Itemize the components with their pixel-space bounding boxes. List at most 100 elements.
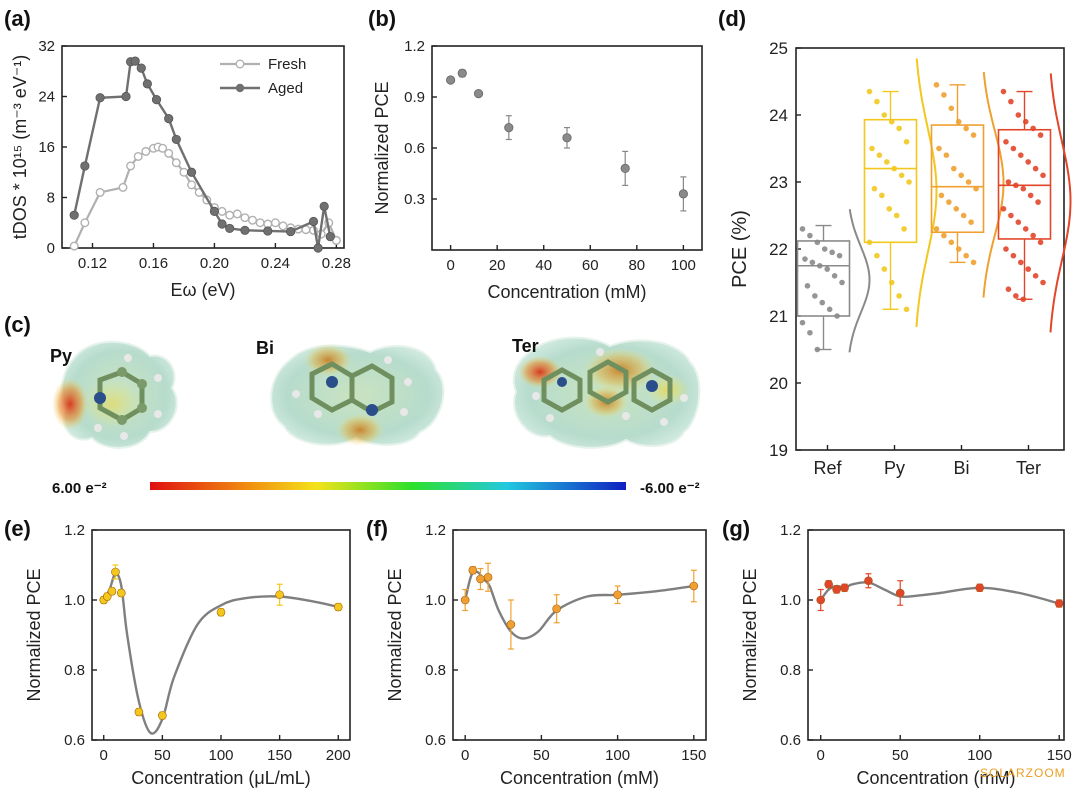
chart-f-normalized-pce: 0 50 100 150 0.6 0.8 1.0 1.2 Concentration (mM) N…	[385, 522, 707, 788]
data-point-py	[891, 165, 898, 172]
data-point-aged	[171, 134, 181, 145]
data-point	[457, 68, 467, 78]
data-point-fresh	[80, 218, 90, 228]
density-curve-py	[915, 58, 938, 327]
data-point	[446, 75, 456, 85]
x-tick-label: 0	[461, 747, 469, 764]
data-point-aged	[95, 93, 105, 103]
density-curve-ref	[848, 209, 871, 353]
data-point-py	[896, 293, 902, 299]
y-tick-label: 16	[38, 139, 55, 156]
x-tick-label: 100	[605, 747, 630, 764]
data-point	[506, 620, 516, 629]
data-point-fresh	[217, 206, 227, 216]
data-point	[824, 579, 833, 589]
data-point-bi	[948, 105, 955, 112]
box-bi	[930, 124, 985, 234]
data-point-ref	[807, 232, 813, 239]
data-point	[816, 595, 826, 605]
data-point-aged	[209, 206, 220, 216]
data-point-py	[879, 192, 885, 199]
data-point-bi	[960, 212, 967, 219]
molecule-label-bi: Bi	[256, 338, 274, 358]
data-point-py	[903, 139, 910, 145]
y-axis-title: Normalized PCE	[24, 568, 44, 701]
y-axis-title: tDOS * 10¹⁵ (m⁻³ eV⁻¹)	[10, 55, 30, 239]
molecule-label-ter: Ter	[512, 336, 539, 356]
data-point-py	[893, 212, 900, 219]
data-point-ter	[1005, 286, 1012, 293]
y-tick-label: 0.8	[64, 662, 85, 679]
x-tick-label: 150	[681, 747, 706, 764]
y-tick-label: 1.0	[64, 592, 85, 609]
data-point-fresh	[232, 209, 242, 219]
x-tick-label: 150	[267, 747, 292, 764]
x-tick-label: 60	[582, 257, 599, 274]
data-point-bi	[970, 132, 977, 138]
legend-label-aged: Aged	[268, 80, 303, 97]
data-point-ter	[1015, 112, 1022, 118]
y-tick-label: 0.8	[780, 662, 801, 679]
legend-marker-aged	[235, 83, 245, 93]
x-tick-label: 40	[535, 257, 552, 274]
esp-map-py	[52, 340, 178, 449]
y-axis-title: Normalized PCE	[372, 81, 392, 214]
esp-colorbar	[150, 482, 626, 490]
data-point	[689, 581, 699, 591]
data-point-ter	[1008, 212, 1014, 219]
data-point-aged	[308, 216, 319, 227]
data-point-py	[896, 125, 902, 132]
y-tick-label: 24	[769, 106, 788, 125]
chart-e-normalized-pce: 0 50 100 150 200 0.6 0.8 1.0 1.2 Concentration (μ…	[24, 522, 351, 788]
plot-frame	[91, 529, 351, 741]
data-point-ref	[839, 279, 845, 286]
data-point-aged	[164, 113, 174, 124]
data-point-py	[906, 179, 912, 185]
data-point-py	[874, 252, 880, 259]
x-tick-label: Bi	[953, 458, 969, 478]
data-point-py	[901, 226, 907, 232]
y-tick-label: 23	[769, 173, 788, 192]
plot-frame	[452, 529, 707, 741]
data-point-aged	[263, 226, 273, 236]
data-point	[864, 576, 873, 586]
data-point-ter	[1008, 98, 1014, 105]
panel-label-f: (f)	[366, 516, 388, 541]
data-point-aged	[80, 161, 90, 171]
data-point	[678, 189, 688, 199]
data-point	[275, 590, 284, 600]
data-point	[620, 163, 630, 173]
data-point-ter	[1010, 252, 1017, 259]
data-point-ter	[1003, 139, 1009, 145]
data-point-ter	[1017, 259, 1024, 266]
data-point-ref	[814, 346, 821, 353]
plot-frame	[61, 45, 345, 249]
x-tick-label: 0	[100, 747, 108, 764]
data-point-fresh	[171, 158, 181, 168]
data-point	[832, 585, 841, 594]
x-tick-label: 150	[1047, 747, 1072, 764]
data-point-ref	[831, 273, 838, 279]
panel-label-b: (b)	[368, 6, 396, 31]
data-point-ter	[1030, 232, 1036, 239]
data-point-bi	[953, 206, 960, 212]
data-point-bi	[963, 252, 969, 259]
data-point	[111, 567, 120, 577]
data-point-fresh	[164, 148, 174, 158]
data-point-ter	[1022, 226, 1029, 232]
y-tick-label: 20	[769, 374, 788, 393]
data-point	[468, 565, 478, 575]
data-point-aged	[313, 243, 323, 253]
y-axis-title: Normalized PCE	[740, 568, 760, 701]
y-tick-label: 0.8	[425, 662, 446, 679]
data-point-fresh	[270, 218, 280, 228]
x-tick-label: 20	[489, 257, 506, 274]
data-point-py	[866, 88, 873, 95]
data-point-bi	[941, 232, 947, 239]
panel-label-e: (e)	[4, 516, 31, 541]
x-tick-label: 0	[817, 747, 825, 764]
y-tick-label: 0.6	[404, 140, 425, 157]
y-tick-label: 0.6	[425, 732, 446, 749]
y-tick-label: 8	[47, 190, 55, 207]
data-point-fresh	[255, 218, 265, 228]
